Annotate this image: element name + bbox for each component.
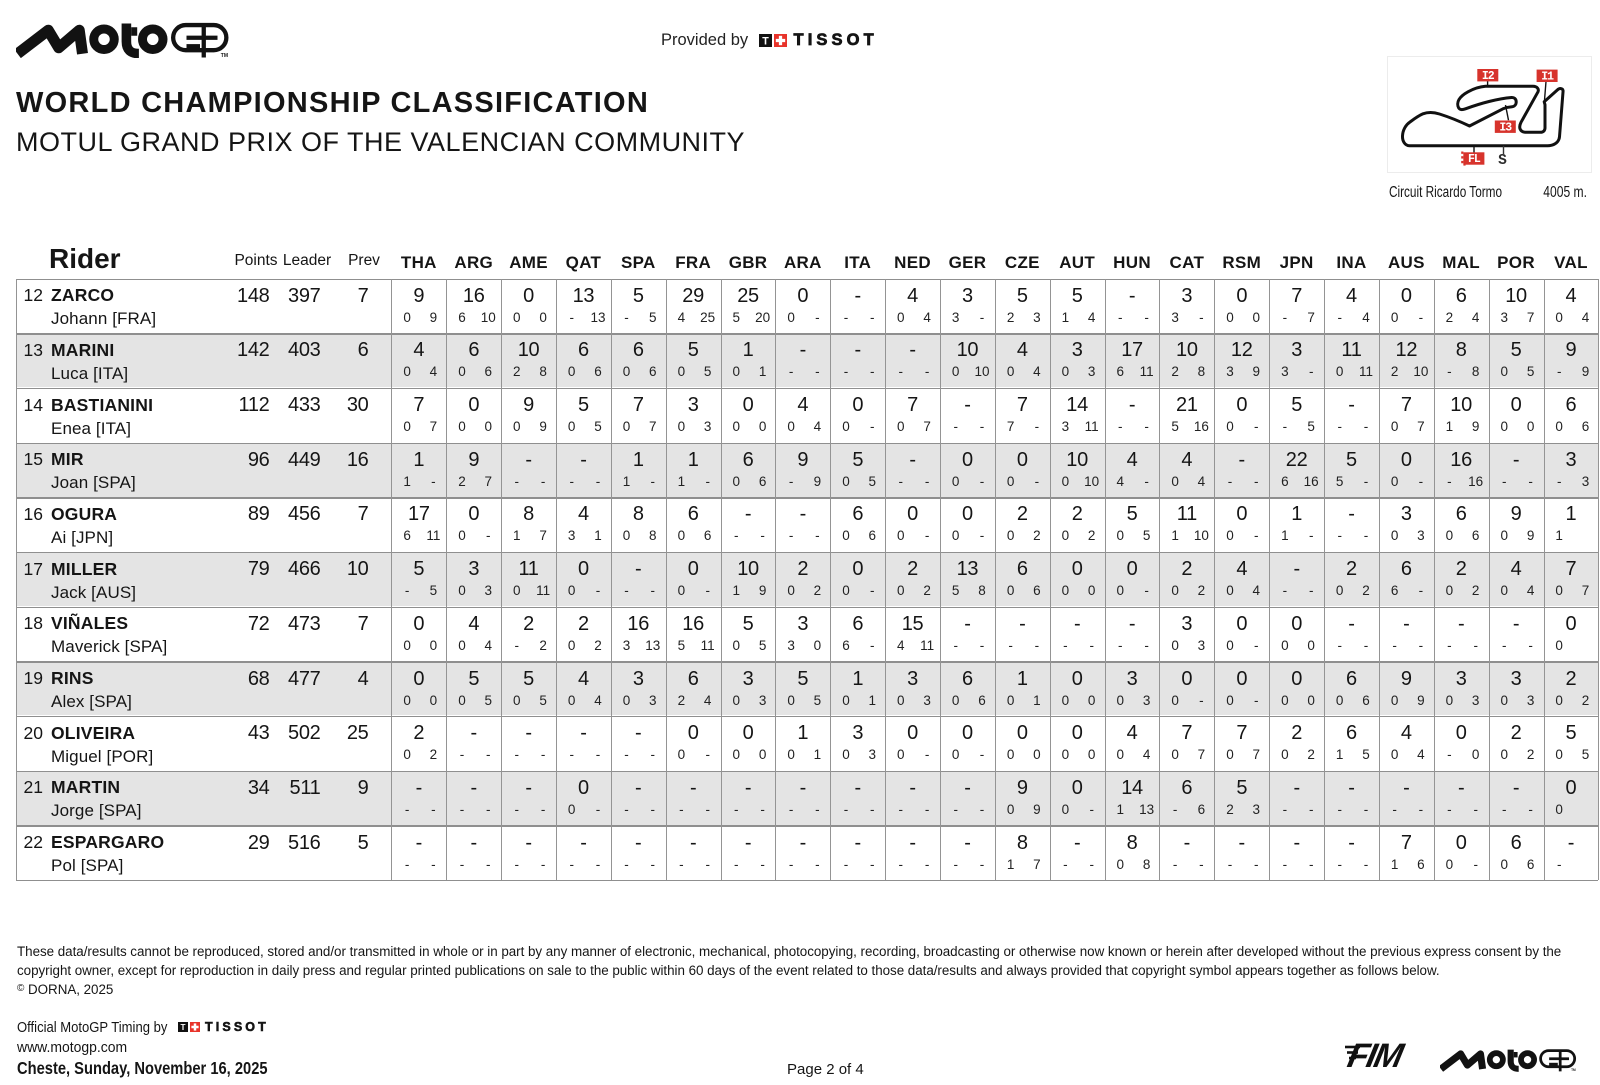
svg-text:FL: FL [1468, 153, 1481, 166]
svg-text:S: S [1498, 153, 1507, 169]
svg-text:I2: I2 [1482, 69, 1495, 82]
svg-text:TM: TM [1571, 1068, 1576, 1072]
svg-text:FIM: FIM [1344, 1039, 1408, 1072]
svg-text:I3: I3 [1499, 121, 1512, 134]
svg-text:I1: I1 [1541, 70, 1554, 83]
svg-text:T: T [762, 36, 769, 47]
svg-text:T: T [180, 1023, 185, 1032]
svg-text:TM: TM [221, 53, 228, 58]
